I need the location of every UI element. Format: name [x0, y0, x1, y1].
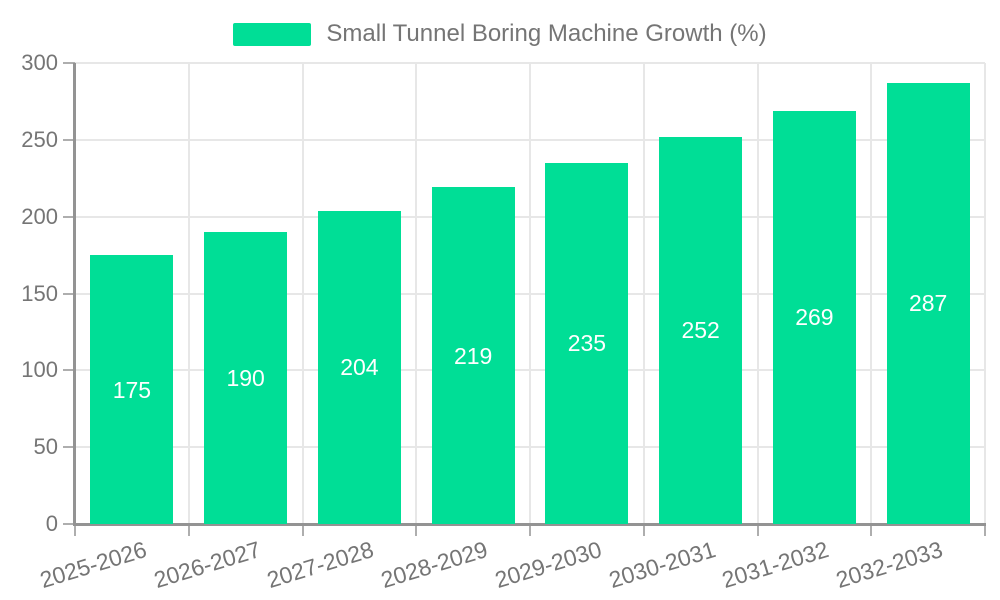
gridline-vertical — [756, 63, 759, 524]
x-tick-label: 2029-2030 — [491, 536, 605, 594]
bar-value-label: 190 — [226, 365, 265, 392]
y-tick-label: 300 — [21, 50, 58, 75]
gridline-vertical — [415, 63, 418, 524]
bar-value-label: 287 — [908, 290, 948, 317]
gridline-vertical — [870, 63, 873, 524]
y-axis-tick — [63, 523, 75, 525]
y-axis-tick — [63, 292, 75, 295]
bar[interactable] — [659, 136, 743, 524]
legend[interactable]: Small Tunnel Boring Machine Growth (%) — [0, 18, 1000, 50]
x-axis-tick — [870, 524, 873, 536]
gridline-vertical — [984, 63, 986, 524]
bar[interactable] — [317, 210, 401, 524]
y-tick-label: 100 — [21, 357, 58, 383]
bar-value-label: 235 — [567, 330, 607, 357]
bar-value-label: 219 — [453, 342, 493, 369]
x-axis-tick — [415, 524, 418, 536]
x-tick-label: 2030-2031 — [605, 536, 719, 594]
x-axis-tick — [187, 524, 190, 536]
x-tick-label: 2026-2027 — [150, 536, 264, 594]
bar-value-label: 269 — [795, 304, 834, 331]
y-tick-label: 0 — [45, 511, 58, 536]
gridline-vertical — [529, 63, 531, 524]
x-tick-label: 2032-2033 — [832, 536, 946, 594]
gridline-vertical — [642, 63, 645, 524]
bar[interactable] — [772, 110, 856, 524]
x-axis-tick — [984, 524, 986, 536]
y-tick-label: 150 — [21, 280, 58, 306]
gridline-vertical — [187, 63, 190, 524]
y-tick-label: 200 — [21, 203, 58, 229]
y-axis-tick — [63, 369, 75, 372]
y-axis-line — [73, 63, 76, 526]
legend-swatch — [233, 22, 312, 46]
y-axis-tick — [63, 215, 75, 218]
x-axis-tick — [756, 524, 759, 536]
y-tick-label: 250 — [21, 126, 58, 152]
x-tick-label: 2028-2029 — [377, 536, 491, 594]
x-axis-tick — [642, 524, 645, 536]
y-axis-tick — [63, 446, 75, 449]
gridline-vertical — [301, 63, 304, 524]
bar[interactable] — [886, 82, 970, 524]
x-tick-label: 2025-2026 — [36, 536, 150, 594]
bar-value-label: 252 — [681, 317, 720, 344]
legend-label: Small Tunnel Boring Machine Growth (%) — [326, 20, 767, 47]
y-axis-tick — [63, 62, 75, 64]
x-axis-tick — [74, 524, 76, 536]
bar-value-label: 204 — [340, 354, 379, 381]
x-tick-label: 2031-2032 — [719, 536, 832, 594]
bar[interactable] — [90, 255, 174, 524]
bar-value-label: 175 — [112, 376, 152, 403]
x-axis-line — [73, 523, 986, 526]
y-tick-label: 50 — [33, 434, 58, 460]
bar[interactable] — [545, 162, 629, 524]
x-tick-label: 2027-2028 — [264, 536, 377, 594]
bar[interactable] — [431, 187, 515, 524]
x-axis-tick — [529, 524, 531, 536]
bar[interactable] — [204, 232, 288, 524]
y-axis-tick — [63, 138, 75, 141]
x-axis-tick — [301, 524, 304, 536]
